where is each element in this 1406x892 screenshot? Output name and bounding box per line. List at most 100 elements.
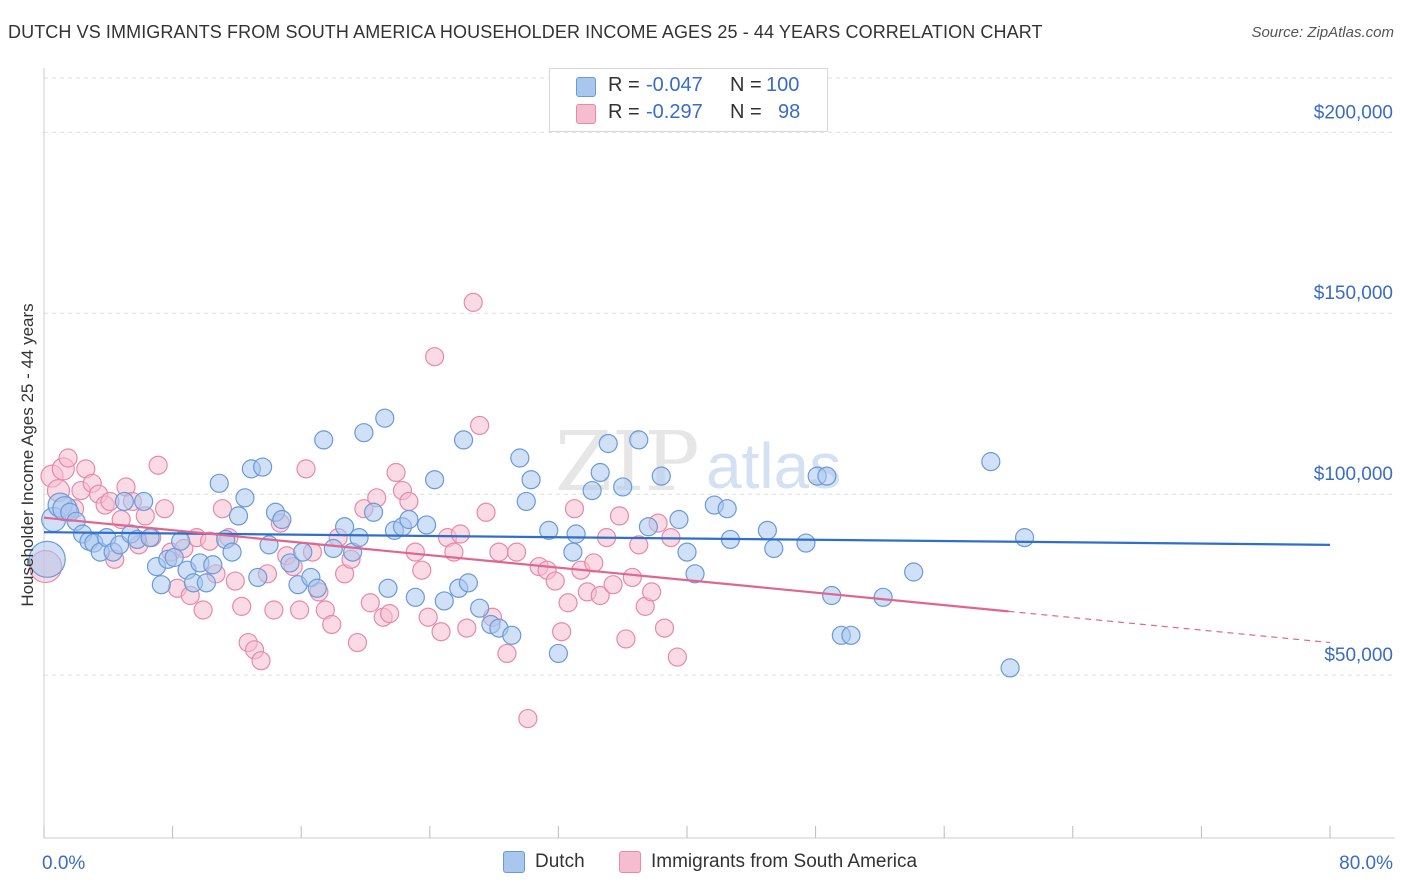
- data-point-dutch: [458, 573, 478, 593]
- data-point-south-america: [616, 629, 636, 649]
- data-point-dutch: [1000, 658, 1020, 678]
- data-point-south-america: [264, 600, 284, 620]
- data-point-dutch: [904, 562, 924, 582]
- data-point-south-america: [489, 542, 509, 562]
- data-point-south-america: [497, 643, 517, 664]
- data-point-dutch: [349, 528, 369, 548]
- y-tick-labels: $50,000 $100,000 $150,000 $200,000: [1314, 102, 1393, 666]
- data-point-south-america: [450, 524, 470, 544]
- data-point-dutch: [323, 538, 343, 559]
- data-point-dutch: [566, 524, 586, 544]
- data-point-dutch: [363, 502, 384, 522]
- data-point-dutch: [563, 542, 583, 562]
- data-point-dutch: [539, 520, 559, 540]
- data-point-dutch: [685, 564, 705, 584]
- data-point-dutch: [151, 575, 171, 595]
- legend-r-value-south-america: -0.297: [646, 101, 703, 123]
- data-point-dutch: [502, 625, 522, 645]
- data-point-dutch: [764, 538, 784, 559]
- data-point-dutch: [548, 643, 569, 664]
- data-point-dutch: [629, 430, 649, 450]
- x-tick-label-max: 80.0%: [1339, 853, 1393, 874]
- data-point-dutch: [416, 515, 437, 535]
- data-point-dutch: [222, 542, 242, 562]
- data-point-south-america: [457, 618, 477, 638]
- data-point-dutch: [873, 587, 893, 607]
- legend-r-label-south-america: R =: [608, 101, 640, 123]
- data-point-south-america: [225, 571, 245, 591]
- bottom-legend-dutch: Dutch: [503, 851, 585, 873]
- data-point-south-america: [212, 499, 233, 519]
- data-point-dutch: [981, 452, 1001, 472]
- data-point-dutch: [841, 625, 861, 645]
- data-point-south-america: [552, 622, 572, 642]
- bottom-legend-south-america: Immigrants from South America: [619, 851, 917, 873]
- trend-line-dutch: [43, 531, 1331, 546]
- data-point-dutch: [651, 466, 671, 486]
- data-point-dutch: [203, 555, 223, 575]
- data-point-dutch: [796, 533, 816, 553]
- trend-lines: [43, 516, 1331, 644]
- data-point-dutch: [28, 540, 66, 578]
- data-point-south-america: [545, 571, 565, 591]
- data-point-dutch: [307, 578, 327, 598]
- data-point-south-america: [380, 604, 400, 624]
- y-tick-label: $200,000: [1314, 102, 1393, 123]
- data-point-dutch: [378, 578, 398, 598]
- data-point-dutch: [757, 520, 777, 540]
- data-point-dutch: [272, 509, 292, 530]
- grid-lines: [44, 77, 1395, 676]
- data-point-dutch: [516, 491, 536, 512]
- chart-title: DUTCH VS IMMIGRANTS FROM SOUTH AMERICA H…: [8, 22, 1043, 42]
- bottom-legend-swatch-south-america: [619, 851, 641, 873]
- data-point-dutch: [209, 473, 229, 493]
- data-point-dutch: [590, 462, 610, 483]
- data-point-dutch: [434, 591, 454, 611]
- data-point-south-america: [412, 560, 432, 580]
- data-point-south-america: [654, 618, 675, 638]
- data-point-dutch: [598, 433, 618, 454]
- data-point-dutch: [248, 567, 268, 588]
- data-point-dutch: [425, 470, 445, 490]
- data-point-dutch: [134, 491, 154, 512]
- source-label: Source: ZipAtlas.com: [1251, 24, 1394, 41]
- data-point-south-america: [476, 502, 496, 522]
- data-point-dutch: [453, 430, 474, 450]
- legend-swatch-south-america: [576, 104, 596, 124]
- data-point-dutch: [293, 542, 313, 562]
- data-point-dutch: [717, 499, 737, 519]
- data-point-dutch: [114, 491, 134, 512]
- data-point-south-america: [463, 292, 483, 312]
- correlation-legend: R = -0.047 N = 100 R = -0.297 N = 98: [549, 68, 828, 132]
- data-point-south-america: [347, 632, 368, 653]
- data-point-south-america: [58, 448, 78, 468]
- data-point-dutch: [521, 470, 541, 490]
- data-point-dutch: [669, 509, 689, 530]
- data-point-south-america: [322, 614, 342, 635]
- data-point-dutch: [280, 553, 300, 573]
- data-point-south-america: [564, 499, 585, 519]
- legend-r-label-dutch: R =: [608, 74, 640, 96]
- y-tick-label: $100,000: [1314, 464, 1393, 485]
- data-point-south-america: [590, 585, 610, 606]
- legend-n-label-dutch: N =: [730, 74, 762, 96]
- data-point-dutch: [235, 488, 255, 508]
- legend-n-value-south-america: 98: [778, 101, 801, 123]
- series-immigrants-south-america: [29, 292, 687, 729]
- bottom-legend-swatch-dutch: [503, 851, 525, 873]
- data-point-dutch: [638, 517, 659, 537]
- x-tick-label-min: 0.0%: [42, 853, 85, 874]
- data-point-dutch: [354, 423, 374, 443]
- legend-r-value-dutch: -0.047: [646, 74, 703, 96]
- data-point-south-america: [232, 596, 252, 616]
- data-point-south-america: [425, 347, 445, 367]
- data-point-south-america: [667, 647, 687, 667]
- data-point-dutch: [171, 531, 191, 551]
- data-point-south-america: [603, 575, 623, 595]
- y-tick-label: $50,000: [1324, 645, 1393, 666]
- data-point-dutch: [613, 477, 633, 497]
- data-point-dutch: [314, 430, 334, 450]
- data-point-dutch: [228, 506, 249, 526]
- data-point-dutch: [582, 480, 602, 501]
- data-point-dutch: [140, 528, 160, 548]
